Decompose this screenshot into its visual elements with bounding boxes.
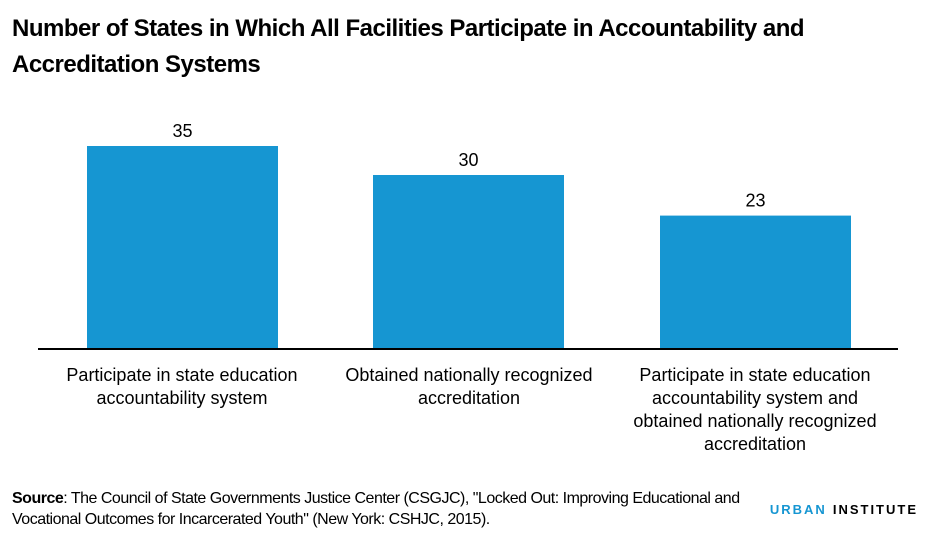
category-label: Obtained nationally recognized accredita… (345, 365, 593, 408)
source-note: Source: The Council of State Governments… (12, 488, 747, 530)
bar-chart: 35 30 23 (38, 121, 898, 350)
bar (660, 215, 851, 349)
data-label: 30 (458, 150, 478, 170)
logo-part1: URBAN (769, 502, 827, 517)
source-label: Source (12, 490, 64, 507)
category-label: Participate in state education accountab… (66, 365, 298, 408)
source-text: : The Council of State Governments Justi… (12, 490, 740, 528)
category-label: Participate in state education accountab… (633, 365, 877, 454)
data-label: 35 (172, 121, 192, 141)
bar (373, 175, 564, 349)
data-label: 23 (745, 191, 765, 211)
logo-part2: INSTITUTE (832, 502, 918, 517)
chart-title: Number of States in Which All Facilities… (12, 15, 805, 78)
bar (87, 146, 278, 349)
urban-institute-logo: URBAN INSTITUTE (770, 502, 918, 517)
